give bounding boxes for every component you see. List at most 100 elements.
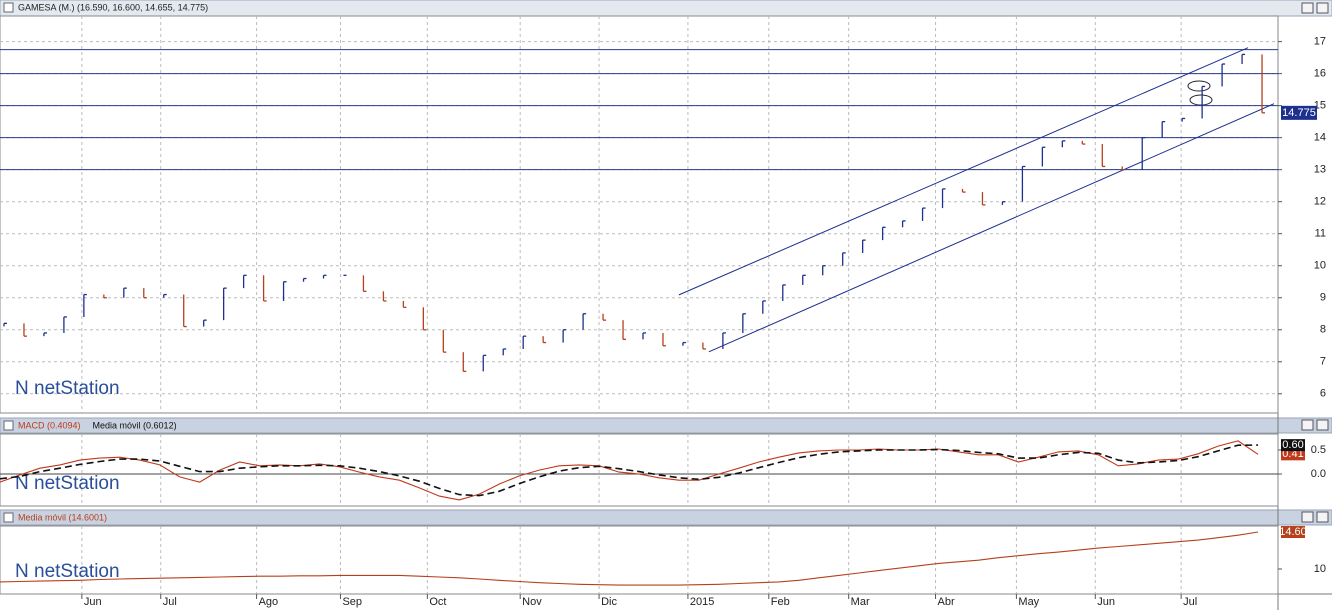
- plot-area: [0, 433, 1279, 507]
- price-bar: [63, 316, 67, 333]
- price-bar: [901, 220, 906, 228]
- y-tick-label: 0.5: [1311, 444, 1326, 456]
- watermark-logo: N: [15, 561, 29, 582]
- watermark: netStation: [34, 473, 120, 494]
- price-bar: [1061, 140, 1066, 148]
- y-tick-label: 0.0: [1311, 468, 1326, 480]
- minimize-button[interactable]: [1301, 511, 1314, 523]
- legend-entry: Media móvil (0.6012): [93, 420, 177, 430]
- end-label-box: [1281, 448, 1305, 461]
- price-bar: [143, 288, 147, 299]
- price-bar: [722, 332, 726, 349]
- x-tick-label: May: [1018, 596, 1039, 608]
- y-tick-label: 8: [1320, 324, 1326, 336]
- price-bar: [1161, 121, 1166, 138]
- price-bar: [163, 293, 167, 298]
- pane-icon[interactable]: [3, 512, 14, 523]
- trend-line: [678, 47, 1249, 296]
- y-tick-label: 9: [1320, 292, 1326, 304]
- close-button[interactable]: [1316, 419, 1329, 431]
- watermark: netStation: [34, 561, 120, 582]
- price-bar: [921, 207, 926, 221]
- price-bar: [223, 287, 227, 321]
- price-bar: [582, 313, 587, 330]
- price-bar: [462, 352, 467, 373]
- price-bar: [662, 332, 666, 347]
- price-bar: [602, 313, 607, 321]
- x-tick-label: Ago: [259, 596, 279, 608]
- price-bar: [1041, 146, 1046, 167]
- plot-area: [0, 525, 1279, 595]
- pane-icon[interactable]: [3, 2, 14, 13]
- legend-entry: MACD (0.4094): [18, 420, 81, 430]
- series-line: [0, 440, 1259, 501]
- window-buttons: [1301, 2, 1329, 523]
- x-tick-label: Mar: [851, 596, 870, 608]
- price-bar: [762, 300, 766, 314]
- y-tick-label: 11: [1315, 228, 1326, 240]
- x-tick-label: Sep: [342, 596, 362, 608]
- price-bar: [1221, 63, 1226, 87]
- x-tick-label: Abr: [938, 596, 955, 608]
- price-bar: [123, 287, 127, 298]
- close-button[interactable]: [1316, 2, 1329, 14]
- price-bar: [103, 294, 107, 299]
- price-bar: [981, 192, 986, 206]
- price-bar: [302, 277, 307, 282]
- price-bar: [242, 274, 247, 289]
- pane-icon[interactable]: [3, 420, 14, 431]
- price-bar: [1201, 85, 1206, 119]
- legend-entry: Media móvil (14.6001): [18, 512, 107, 522]
- price-bar: [822, 265, 826, 276]
- price-bar: [382, 291, 387, 302]
- watermark-logo: N: [15, 473, 29, 494]
- price-bar: [183, 294, 187, 328]
- pane-header: [0, 417, 1332, 434]
- price-bar: [682, 341, 686, 346]
- last-price-label: 14.775: [1282, 107, 1316, 119]
- price-bar: [422, 307, 427, 331]
- price-bar: [23, 323, 27, 337]
- price-bar: [1261, 54, 1266, 114]
- price-bar: [1121, 166, 1126, 171]
- price-bar: [1101, 144, 1106, 168]
- minimize-button[interactable]: [1301, 2, 1314, 14]
- price-bar: [1001, 201, 1006, 205]
- series-line: [0, 444, 1259, 497]
- price-bar: [3, 322, 7, 327]
- price-bar: [562, 329, 567, 343]
- price-bar: [542, 336, 547, 344]
- y-tick-label: 14: [1314, 132, 1326, 144]
- x-tick-label: Jul: [1183, 596, 1197, 608]
- price-bar: [322, 274, 327, 279]
- price-bar: [482, 354, 487, 372]
- chart-title: GAMESA (M.) (16.590, 16.600, 14.655, 14.…: [18, 2, 208, 12]
- price-bar: [1141, 137, 1146, 170]
- price-bar: [282, 281, 287, 301]
- end-label-box: [1281, 439, 1305, 452]
- end-label: 14.60: [1279, 526, 1307, 538]
- price-bar: [702, 342, 706, 350]
- y-tick-label: 10: [1314, 260, 1326, 272]
- price-bar: [842, 252, 846, 266]
- price-bar: [43, 332, 47, 337]
- watermark: netStation: [34, 378, 120, 399]
- close-button[interactable]: [1316, 511, 1329, 523]
- price-bar: [862, 239, 866, 253]
- y-tick-label: 12: [1314, 196, 1326, 208]
- price-bar: [642, 332, 646, 340]
- minimize-button[interactable]: [1301, 419, 1314, 431]
- x-tick-label: Feb: [771, 596, 790, 608]
- price-bar: [362, 275, 367, 292]
- price-bar: [522, 335, 527, 349]
- y-tick-label: 13: [1314, 164, 1326, 176]
- price-bar: [83, 293, 87, 317]
- end-label: 0.41: [1282, 448, 1303, 460]
- x-tick-label: Jun: [1097, 596, 1115, 608]
- price-bar: [203, 319, 207, 327]
- end-label-box: [1281, 526, 1305, 539]
- x-tick-label: Oct: [429, 596, 446, 608]
